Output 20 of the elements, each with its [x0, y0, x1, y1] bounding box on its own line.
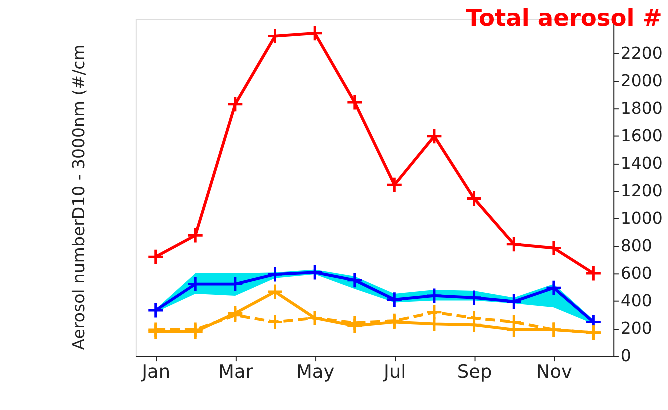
x-tick-label: Mar [218, 362, 254, 384]
y-tick-label: 0 [620, 346, 632, 366]
y-tick-label: 800 [620, 236, 652, 256]
chart-title: Total aerosol # [466, 5, 662, 32]
y-tick-label: 1400 [620, 154, 663, 174]
y-tick-label: 600 [620, 264, 652, 284]
x-tick-label: Jul [383, 362, 406, 384]
x-tick-label: Jan [141, 362, 171, 384]
y-tick-label: 2200 [620, 44, 663, 64]
y-tick-label: 1200 [620, 182, 663, 201]
y-tick-label: 1600 [620, 126, 663, 146]
y-axis-title: Aerosol numberD10 - 3000nm (#/cm [69, 44, 88, 350]
y-tick-label: 400 [620, 292, 652, 311]
x-tick-label: Sep [457, 362, 492, 384]
y-tick-label: 1800 [620, 99, 663, 118]
y-tick-label: 1000 [620, 209, 663, 228]
y-tick-label: 2000 [620, 72, 663, 91]
x-tick-label: May [296, 362, 335, 384]
x-tick-label: Nov [536, 362, 572, 384]
y-tick-label: 200 [620, 319, 652, 338]
